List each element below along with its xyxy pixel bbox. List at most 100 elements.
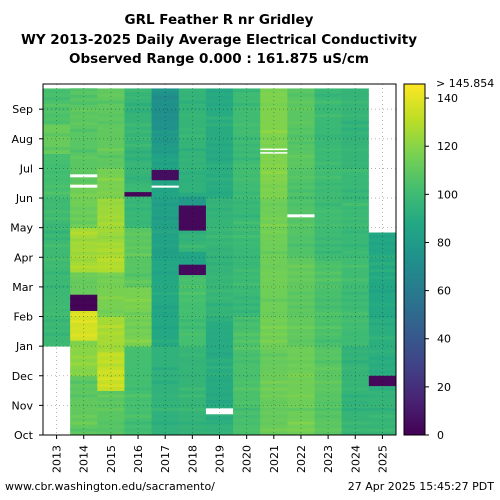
heat-texture (70, 380, 98, 384)
heat-texture (233, 367, 261, 371)
heat-texture (287, 196, 315, 200)
heat-texture (314, 291, 342, 295)
heat-texture (70, 369, 98, 373)
heat-anomaly-2017 (151, 169, 179, 181)
heat-texture (260, 346, 288, 350)
heat-texture (314, 414, 342, 418)
heat-anomaly-2018 (178, 196, 206, 206)
heat-texture (233, 143, 261, 147)
heat-texture (43, 230, 71, 234)
heat-texture (43, 140, 71, 144)
heat-texture (233, 109, 261, 113)
heat-texture (178, 394, 206, 398)
heat-texture (233, 228, 261, 232)
heat-texture (43, 216, 71, 220)
heat-texture (43, 326, 71, 329)
heat-texture (260, 339, 288, 343)
x-tick-label: 2024 (349, 445, 362, 473)
heat-texture (233, 235, 261, 239)
heat-texture (287, 223, 315, 227)
heat-texture (151, 428, 179, 432)
heat-texture (233, 150, 261, 154)
heat-texture (43, 244, 71, 248)
heat-texture (341, 421, 369, 425)
heat-texture (233, 289, 261, 293)
heat-texture (368, 343, 396, 347)
heat-texture (233, 387, 261, 391)
heat-texture (70, 341, 98, 345)
heat-texture (287, 93, 315, 97)
heat-texture (341, 237, 369, 241)
heat-texture (368, 296, 396, 300)
heat-texture (124, 414, 152, 418)
heat-texture (233, 319, 261, 323)
heat-cell-2013 (43, 153, 71, 199)
heat-texture (124, 367, 152, 371)
heat-texture (233, 275, 261, 279)
heat-texture (205, 393, 234, 397)
heat-texture (314, 216, 342, 220)
heat-texture (97, 208, 125, 212)
y-tick-label: Aug (12, 133, 33, 146)
heat-texture (97, 318, 125, 322)
heat-anomaly-2017 (151, 185, 179, 188)
heat-texture (341, 285, 369, 289)
heat-texture (314, 121, 342, 124)
heat-texture (178, 278, 206, 282)
heat-texture (151, 421, 179, 425)
heat-texture (178, 231, 206, 235)
heat-texture (314, 189, 342, 193)
heat-texture (205, 275, 234, 279)
heat-texture (260, 130, 288, 134)
heat-texture (70, 333, 98, 337)
heat-texture (341, 380, 369, 384)
heat-texture (233, 394, 261, 398)
heat-texture (205, 345, 234, 349)
heat-texture (151, 339, 179, 343)
heat-texture (260, 367, 288, 371)
heat-texture (151, 155, 179, 159)
heat-texture (341, 189, 369, 193)
heat-texture (341, 243, 369, 247)
x-tick-label: 2014 (78, 445, 91, 473)
heat-texture (341, 155, 369, 159)
heat-texture (341, 278, 369, 282)
heat-cell-2015 (97, 272, 125, 317)
heat-texture (260, 271, 288, 275)
heat-texture (43, 157, 71, 161)
heat-texture (287, 285, 315, 289)
heat-texture (233, 123, 261, 127)
x-tick-label: 2020 (241, 445, 254, 473)
heat-texture (178, 414, 206, 418)
heat-texture (314, 134, 342, 138)
heat-texture (287, 257, 315, 261)
heat-texture (97, 134, 125, 138)
heat-cell-2014 (70, 375, 98, 435)
heat-texture (205, 191, 234, 195)
heat-texture (314, 421, 342, 425)
x-tick-label: 2013 (51, 445, 64, 473)
heat-texture (341, 107, 369, 111)
heat-texture (314, 353, 342, 357)
heat-texture (287, 209, 315, 213)
heat-texture (205, 102, 234, 106)
heat-cell-2013 (43, 346, 71, 435)
heat-texture (341, 360, 369, 364)
heat-texture (260, 89, 288, 93)
heat-texture (97, 201, 125, 205)
heat-texture (205, 289, 234, 293)
heat-texture (151, 394, 179, 398)
heat-texture (260, 123, 288, 127)
heat-texture (178, 285, 206, 289)
heat-texture (287, 319, 315, 323)
heat-texture (151, 278, 179, 282)
heat-texture (233, 130, 261, 134)
heat-texture (43, 339, 71, 343)
heat-texture (178, 326, 206, 329)
heat-texture (341, 401, 369, 405)
heat-texture (70, 135, 98, 139)
heat-texture (97, 421, 125, 425)
heat-texture (205, 116, 234, 120)
heat-texture (314, 257, 342, 261)
heat-texture (124, 387, 152, 391)
